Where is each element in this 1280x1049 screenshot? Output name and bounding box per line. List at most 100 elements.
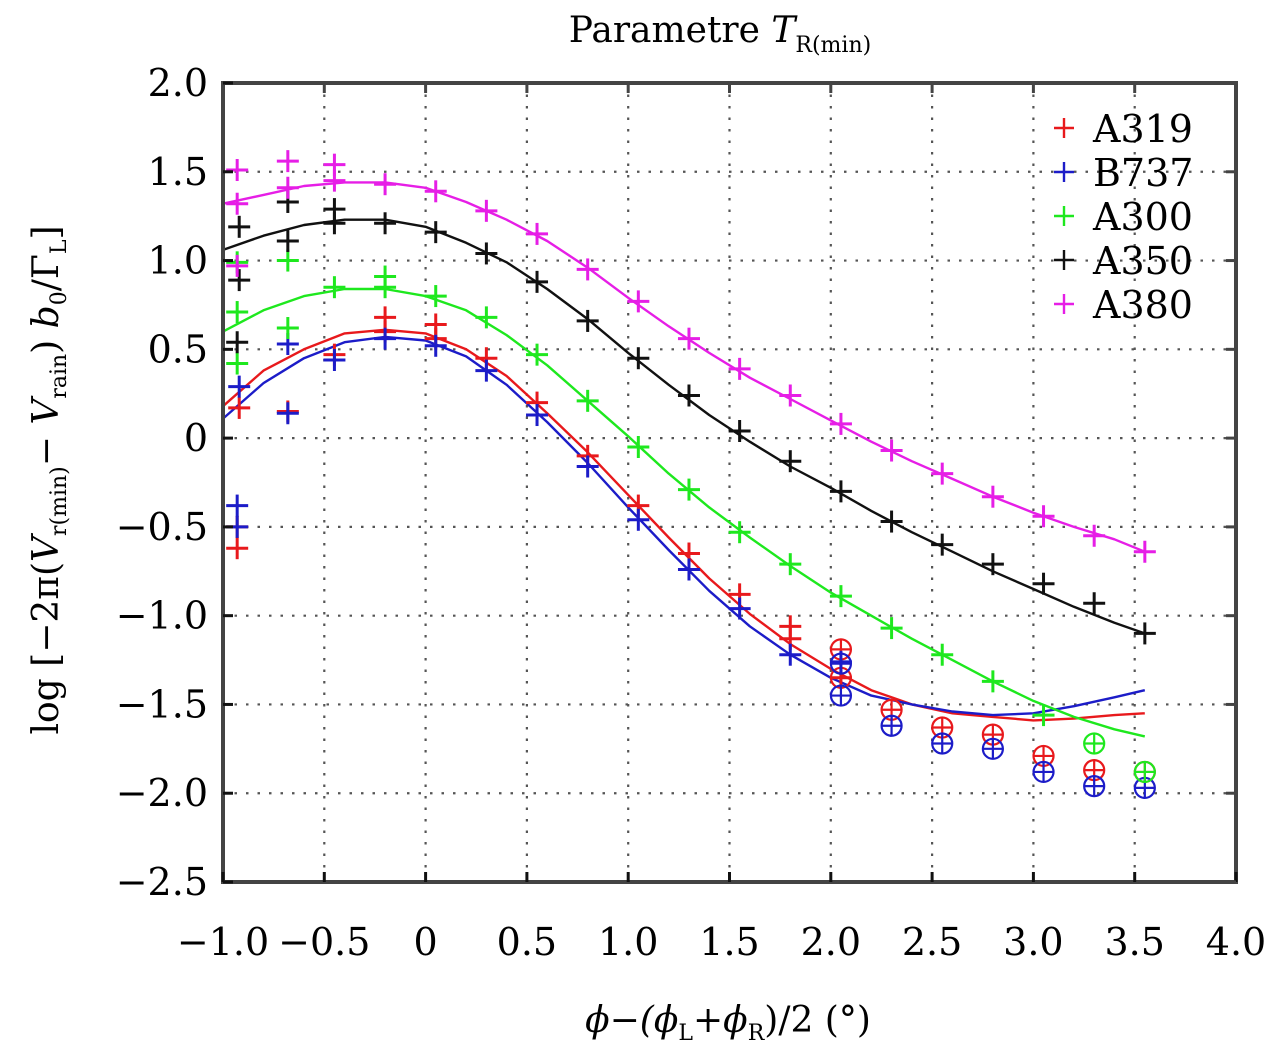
legend-marker — [1054, 250, 1074, 270]
data-point-a380 — [526, 222, 549, 245]
data-point-a300 — [576, 389, 599, 412]
data-point-a350 — [931, 533, 954, 556]
data-point-b737 — [627, 508, 650, 531]
legend-label: A380 — [1092, 283, 1193, 327]
data-point-a380 — [276, 176, 299, 199]
data-point-b737 — [576, 455, 599, 478]
data-point-a380 — [677, 327, 700, 350]
outlier-ring — [1083, 775, 1106, 798]
outlier-ring — [1133, 760, 1156, 784]
data-point-a350 — [981, 553, 1004, 576]
data-point-a350 — [323, 212, 346, 235]
data-point-a300 — [374, 276, 397, 299]
fit-line-a319 — [222, 328, 1145, 722]
outlier-ring — [931, 732, 954, 755]
data-point-a380 — [475, 199, 498, 222]
fit-lines — [222, 181, 1146, 738]
outlier-point-b737 — [829, 652, 853, 675]
data-point-a319 — [226, 537, 249, 560]
data-point-a350 — [576, 309, 599, 332]
outlier-point-b737 — [1032, 760, 1055, 784]
y-tick-label: −1.5 — [116, 682, 208, 726]
data-point-b737 — [677, 558, 700, 581]
data-point-a380 — [981, 485, 1004, 508]
x-tick-label: 3.0 — [1003, 920, 1063, 964]
data-point-a380 — [424, 180, 447, 203]
data-point-a300 — [323, 276, 346, 299]
x-tick-label: 0.5 — [497, 920, 557, 964]
outlier-ring — [829, 684, 853, 707]
x-tick-label: 0 — [414, 920, 438, 964]
chart-title: Parametre TR(min) — [569, 10, 871, 58]
fit-line-a380 — [222, 181, 1146, 553]
outlier-point-b737 — [1083, 775, 1106, 798]
outlier-ring — [880, 714, 903, 737]
data-point-a350 — [829, 480, 852, 503]
data-point-a380 — [226, 159, 249, 182]
data-point-a350 — [475, 242, 498, 265]
data-point-b737 — [424, 334, 447, 357]
data-point-a380 — [1083, 524, 1106, 547]
x-axis-label: ϕ−(ϕL+ϕR)/2 (°) — [585, 1000, 871, 1046]
data-point-a350 — [1032, 572, 1055, 595]
data-point-a380 — [323, 169, 346, 192]
data-point-b737 — [526, 404, 549, 427]
legend-item-a319: A319 — [1054, 107, 1193, 151]
data-point-b737 — [228, 375, 251, 398]
legend-label: A319 — [1092, 107, 1193, 151]
y-tick-label: −2.5 — [116, 860, 208, 904]
data-point-a300 — [677, 478, 700, 501]
outlier-ring — [1083, 732, 1106, 755]
data-point-a300 — [627, 435, 650, 458]
outlier-ring — [829, 652, 853, 675]
data-point-a350 — [1083, 592, 1106, 615]
legend-item-a380: A380 — [1054, 283, 1193, 327]
outlier-point-b737 — [931, 732, 954, 755]
data-point-a350 — [880, 510, 903, 533]
data-point-a380 — [627, 290, 650, 313]
outlier-point-b737 — [981, 737, 1004, 760]
x-tick-labels: −1.0 −0.5 0 0.5 1.0 1.5 2.0 2.5 3.0 3.5 4.0 — [177, 920, 1266, 964]
grid — [223, 83, 1236, 882]
data-point-a350 — [728, 420, 751, 443]
data-point-a300 — [226, 301, 249, 324]
data-point-a300 — [226, 352, 249, 375]
data-point-a300 — [981, 670, 1004, 693]
y-tick-label: 0 — [184, 416, 208, 460]
outlier-point-b737 — [829, 684, 853, 707]
data-point-a300 — [526, 343, 549, 366]
x-tick-label: 4.0 — [1206, 920, 1266, 964]
legend-marker — [1054, 294, 1074, 314]
data-point-a300 — [276, 317, 299, 340]
data-point-a380 — [276, 150, 299, 173]
outlier-point-b737 — [880, 714, 903, 737]
data-point-a350 — [276, 230, 299, 253]
y-tick-label: −2.0 — [116, 771, 208, 815]
data-point-a350 — [677, 384, 700, 407]
data-point-b737 — [323, 348, 346, 371]
data-point-a300 — [276, 249, 299, 272]
legend-marker — [1054, 206, 1074, 226]
data-point-a300 — [880, 617, 903, 640]
data-point-b737 — [226, 494, 249, 517]
x-tick-label: −1.0 — [177, 920, 269, 964]
data-point-a300 — [1032, 704, 1055, 727]
data-point-b737 — [475, 359, 498, 382]
legend-item-a300: A300 — [1054, 195, 1193, 239]
legend-label: A300 — [1092, 195, 1193, 239]
data-point-a380 — [728, 357, 751, 380]
y-tick-label: 1.0 — [148, 239, 208, 283]
legend-item-b737: B737 — [1054, 151, 1193, 195]
x-tick-label: 1.5 — [699, 920, 759, 964]
data-point-a350 — [424, 221, 447, 244]
legend-marker — [1054, 162, 1074, 182]
data-point-a300 — [931, 643, 954, 666]
data-point-a380 — [1133, 540, 1156, 563]
data-point-a350 — [1133, 622, 1156, 645]
data-point-a350 — [226, 331, 249, 354]
x-tick-label: −0.5 — [278, 920, 370, 964]
fit-line-a300 — [222, 287, 1146, 738]
outlier-ring — [981, 737, 1004, 760]
outlier-ring — [1032, 760, 1055, 784]
